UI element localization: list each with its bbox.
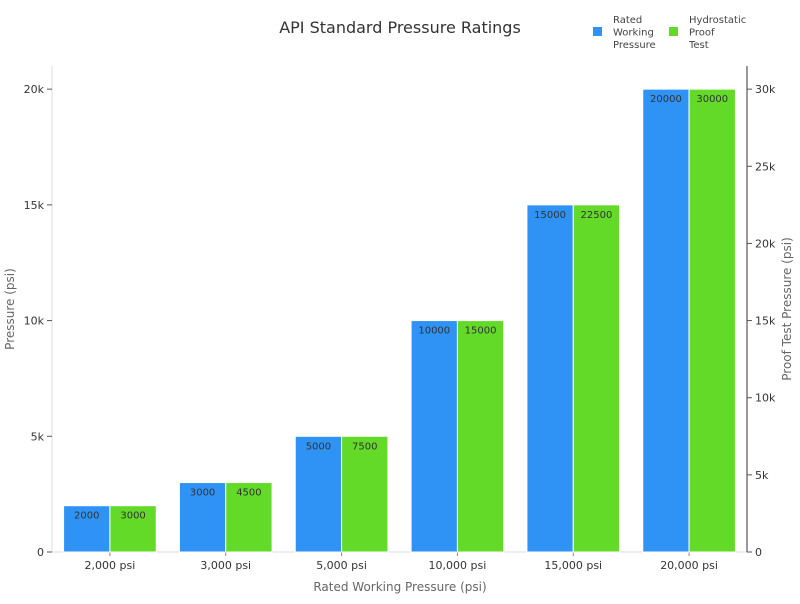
bar (456, 320, 505, 553)
y2-tick-label: 15k (755, 315, 776, 328)
x-tick-label: 2,000 psi (85, 559, 136, 572)
bar (109, 505, 157, 553)
y-tick-label: 0 (37, 546, 44, 559)
x-tick-label: 5,000 psi (316, 559, 367, 572)
y-tick-label: 15k (24, 199, 45, 212)
bar (225, 482, 273, 553)
y2-axis-label: Proof Test Pressure (psi) (780, 237, 794, 380)
legend-label: Pressure (613, 40, 656, 51)
data-label: 30000 (696, 94, 728, 105)
data-label: 15000 (465, 326, 497, 337)
data-label: 10000 (418, 326, 450, 337)
y2-tick-label: 5k (755, 469, 769, 482)
data-label: 2000 (74, 511, 99, 522)
data-label: 3000 (190, 488, 215, 499)
y2-tick-label: 20k (755, 237, 776, 250)
x-tick-label: 20,000 psi (660, 559, 718, 572)
bar (410, 320, 458, 553)
chart-title: API Standard Pressure Ratings (279, 18, 521, 37)
bar (294, 435, 343, 553)
legend-label: Rated (613, 15, 642, 26)
y-tick-label: 5k (31, 430, 45, 443)
y2-tick-label: 10k (755, 392, 776, 405)
legend-label: Hydrostatic (689, 15, 746, 26)
y-tick-label: 10k (24, 315, 45, 328)
y-axis-label: Pressure (psi) (3, 268, 17, 350)
legend-label: Test (688, 40, 709, 51)
legend-label: Working (613, 28, 654, 39)
bar (688, 88, 736, 553)
data-label: 4500 (236, 488, 261, 499)
y2-tick-label: 0 (755, 546, 762, 559)
data-label: 5000 (306, 441, 331, 452)
bar (526, 204, 574, 553)
legend-swatch (669, 27, 678, 36)
bar (63, 505, 111, 553)
data-label: 20000 (650, 94, 682, 105)
y2-tick-label: 25k (755, 160, 776, 173)
x-tick-label: 15,000 psi (544, 559, 602, 572)
data-label: 3000 (120, 511, 145, 522)
bar (642, 88, 690, 553)
y2-tick-label: 30k (755, 83, 776, 96)
data-label: 15000 (534, 210, 566, 221)
data-label: 22500 (581, 210, 613, 221)
data-label: 7500 (352, 441, 377, 452)
legend-swatch (593, 27, 602, 36)
bar (572, 204, 621, 553)
x-tick-label: 10,000 psi (429, 559, 487, 572)
legend-label: Proof (689, 28, 715, 39)
x-axis-label: Rated Working Pressure (psi) (313, 580, 486, 594)
bar (178, 482, 227, 553)
y-tick-label: 20k (24, 83, 45, 96)
bar (341, 435, 389, 553)
x-tick-label: 3,000 psi (200, 559, 251, 572)
